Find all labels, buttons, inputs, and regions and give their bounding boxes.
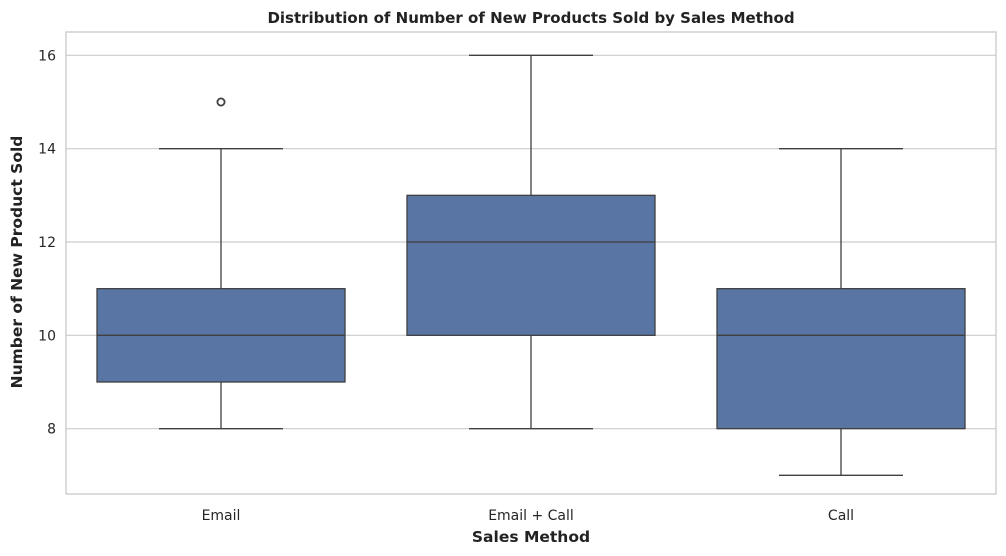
x-tick-labels: Email Email + Call Call bbox=[202, 508, 854, 524]
plot-frame bbox=[65, 31, 997, 495]
iqr-box bbox=[716, 288, 966, 430]
y-tick-label: 10 bbox=[38, 328, 56, 344]
box-layer bbox=[96, 54, 966, 476]
x-tick-label: Call bbox=[828, 508, 854, 524]
y-tick-label: 12 bbox=[38, 235, 56, 251]
y-axis-label: Number of New Product Sold bbox=[8, 136, 26, 389]
y-tick-label: 16 bbox=[38, 48, 56, 64]
box-group bbox=[96, 97, 346, 430]
box-group bbox=[716, 148, 966, 476]
y-tick-labels: 8 10 12 14 16 bbox=[38, 48, 56, 437]
x-axis-label: Sales Method bbox=[472, 528, 590, 546]
iqr-box bbox=[406, 194, 656, 336]
x-tick-label: Email + Call bbox=[488, 508, 574, 524]
y-tick-label: 8 bbox=[47, 422, 56, 438]
box-group bbox=[406, 54, 656, 430]
chart-title: Distribution of Number of New Products S… bbox=[267, 9, 794, 27]
x-tick-label: Email bbox=[202, 508, 241, 524]
y-tick-label: 14 bbox=[38, 142, 56, 158]
outlier-point bbox=[216, 97, 226, 107]
